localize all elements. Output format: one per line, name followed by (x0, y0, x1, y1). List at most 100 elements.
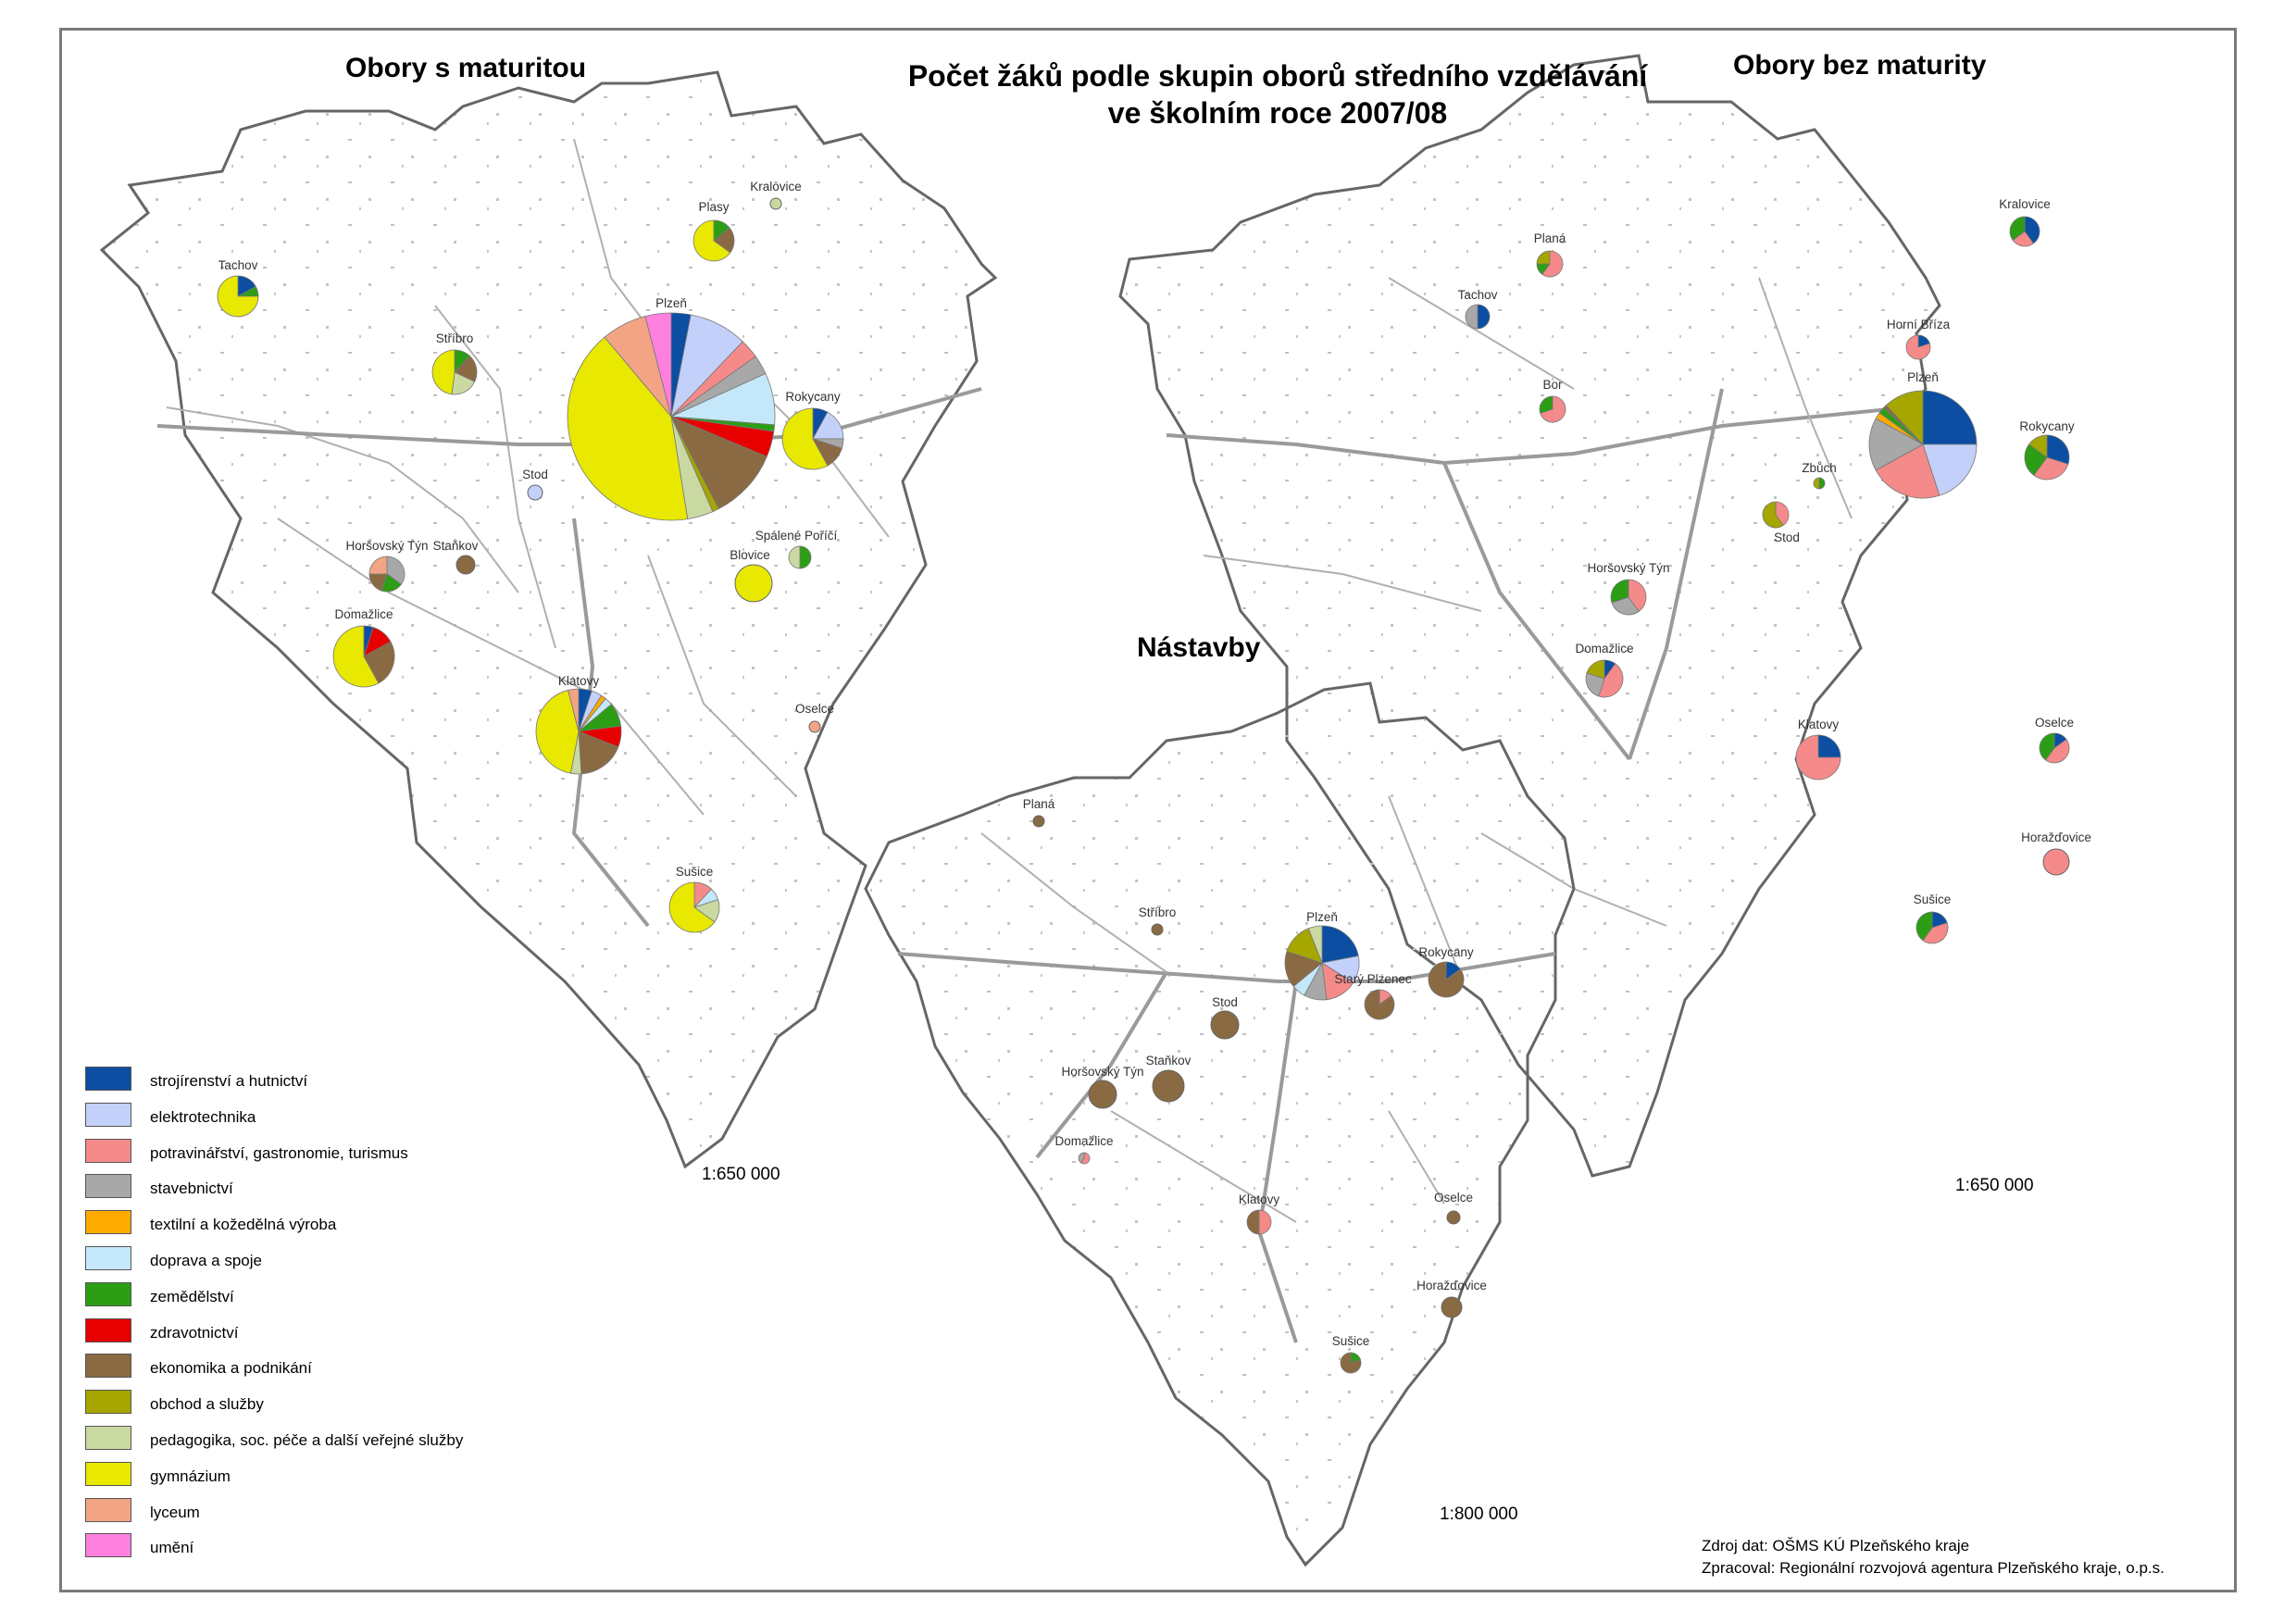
source-data: Zdroj dat: OŠMS KÚ Plzeňského kraje (1702, 1537, 1970, 1554)
pie-slice-umeni (644, 312, 672, 418)
source-author: Zpracoval: Regionální rozvojová agentura… (1702, 1559, 2165, 1577)
legend-label: strojírenství a hutnictví (150, 1072, 308, 1090)
pie-bez-domazlice: Domažlice (1575, 642, 1634, 698)
town-label: Domažlice (1054, 1134, 1113, 1148)
pie-bez-bor: Bor (1539, 378, 1566, 423)
pie-slice-gymn (668, 881, 716, 933)
pie-maturita-stankov: Staňkov (433, 539, 479, 575)
pie-maturita-kralovice: Kralovice (750, 180, 802, 210)
pie-slice-ekon (363, 641, 395, 684)
pie-maturita-horsovsky-tyn: Horšovský Týn (345, 539, 429, 593)
region-bez (1118, 54, 1941, 1178)
town-label: Sušice (1332, 1334, 1370, 1348)
pie-slice-gymn (734, 564, 773, 603)
legend-swatch (85, 1281, 131, 1306)
town-label: Plasy (698, 200, 729, 214)
pie-slice-ekon (455, 555, 476, 575)
town-label: Oselce (1434, 1191, 1473, 1205)
pie-slice-pedag (769, 197, 782, 210)
pie-maturita-stod: Stod (522, 468, 548, 501)
pie-slice-obchod (1885, 390, 1924, 446)
pie-slice-staveb (1078, 1152, 1085, 1164)
pie-slice-gymn (781, 407, 829, 470)
town-label: Rokycany (1418, 945, 1474, 959)
town-label: Sušice (1914, 893, 1952, 906)
legend-label: textilní a kožedělná výroba (150, 1216, 337, 1234)
pie-slice-gymn (332, 625, 380, 688)
town-label: Horšovský Týn (345, 539, 428, 553)
town-label: Oselce (2035, 716, 2074, 730)
town-label: Stříbro (1139, 905, 1177, 919)
town-label: Horšovský Týn (1587, 561, 1669, 575)
pie-slice-potrav (1628, 579, 1647, 612)
pie-slice-staveb (1611, 596, 1640, 616)
town-label: Plzeň (655, 296, 687, 310)
pie-bez-plana: Planá (1534, 231, 1566, 278)
pie-nastavby-susice: Sušice (1332, 1334, 1370, 1374)
pie-bez-horsovsky-tyn: Horšovský Týn (1587, 561, 1670, 616)
legend-label: gymnázium (150, 1467, 231, 1485)
town-label: Domažlice (334, 607, 393, 621)
pie-maturita-tachov: Tachov (217, 258, 259, 318)
pie-slice-zemed (1539, 395, 1554, 414)
pie-slice-ekon (670, 416, 767, 510)
pie-nastavby-horsovsky-tyn: Horšovský Týn (1061, 1065, 1144, 1109)
legend-label: stavebnictví (150, 1180, 233, 1198)
town-label: Bor (1542, 378, 1563, 392)
pie-maturita-plasy: Plasy (693, 200, 735, 262)
pie-nastavby-stankov: Staňkov (1146, 1054, 1192, 1103)
pie-maturita-plzen: Plzeň (567, 296, 776, 521)
pie-slice-stroj (1922, 390, 1978, 445)
town-label: Stod (1774, 531, 1800, 544)
town-label: Klatovy (558, 674, 600, 688)
pie-nastavby-oselce: Oselce (1434, 1191, 1473, 1225)
map-frame (59, 28, 2237, 1592)
pie-slice-ekon (1428, 961, 1465, 998)
pie-bez-horni-briza: Horní Bříza (1887, 318, 1951, 360)
pie-bez-oselce: Oselce (2035, 716, 2074, 764)
pie-slice-ekon (1088, 1080, 1117, 1109)
town-label: Domažlice (1575, 642, 1633, 655)
pie-slice-obchod (1813, 477, 1820, 490)
pie-slice-staveb (1868, 418, 1924, 471)
pie-slice-potrav (1598, 663, 1624, 698)
pie-slice-staveb (1465, 304, 1479, 330)
legend-swatch (85, 1138, 131, 1163)
town-label: Klatovy (1239, 1192, 1280, 1206)
legend-label: zemědělství (150, 1287, 234, 1305)
page-title-line2: ve školním roce 2007/08 (1107, 96, 1448, 130)
pie-slice-zemed (1610, 579, 1629, 604)
town-label: Horšovský Týn (1061, 1065, 1143, 1079)
pie-slice-ekon (1032, 815, 1045, 828)
pie-slice-obchod (2028, 434, 2048, 458)
pie-maturita-domazlice: Domažlice (332, 607, 395, 688)
map-title-bez: Obory bez maturity (1733, 50, 1987, 81)
pie-slice-zemed (2009, 216, 2026, 241)
pie-bez-plzen: Plzeň (1868, 370, 1978, 499)
pie-maturita-susice: Sušice (668, 865, 720, 933)
legend-swatch (85, 1497, 131, 1522)
pie-slice-obchod (1762, 501, 1784, 529)
legend-swatch (85, 1245, 131, 1270)
town-label: Klatovy (1798, 718, 1840, 731)
pie-slice-stroj (1477, 304, 1491, 330)
pie-slice-potrav (2045, 739, 2070, 764)
town-label: Plzeň (1907, 370, 1939, 384)
scale-maturita: 1:650 000 (702, 1165, 780, 1184)
pie-slice-ekon (1364, 989, 1395, 1020)
town-label: Blovice (730, 548, 770, 562)
pie-bez-tachov: Tachov (1458, 288, 1498, 330)
pie-slice-ekon (1441, 1296, 1463, 1318)
town-label: Staňkov (1146, 1054, 1192, 1067)
pie-bez-kralovice: Kralovice (1999, 197, 2051, 247)
pie-nastavby-stribro: Stříbro (1139, 905, 1177, 936)
town-label: Kralovice (750, 180, 802, 194)
pie-slice-potrav (1795, 734, 1841, 780)
pie-slice-stroj (1321, 925, 1359, 964)
town-label: Sušice (676, 865, 714, 879)
region-maturita (99, 70, 998, 1169)
pie-bez-susice: Sušice (1914, 893, 1952, 944)
pie-maturita-stribro: Stříbro (431, 331, 478, 395)
town-label: Planá (1023, 797, 1055, 811)
